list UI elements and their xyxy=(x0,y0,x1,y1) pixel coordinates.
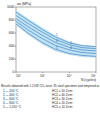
y-tick-label: 0 xyxy=(13,70,15,74)
plot-frame xyxy=(16,7,96,72)
x-tick-label: 10⁵ xyxy=(40,74,46,78)
y-tick-label: 1000 xyxy=(7,5,15,9)
series-label: 5 xyxy=(56,46,58,50)
x-tick-label: 10⁶ xyxy=(67,74,73,78)
y-axis-label: σa (MPa) xyxy=(17,2,31,6)
y-tick xyxy=(15,72,16,73)
series-line xyxy=(16,21,96,53)
y-tick xyxy=(15,59,16,60)
chart: 0200400600800100010⁴10⁵10⁶10⁷σa (MPa)N (… xyxy=(0,0,100,123)
note: Results obtained with 1.2 kW CO₂ laser, … xyxy=(1,84,99,88)
y-tick xyxy=(15,20,16,21)
series-label: 3 xyxy=(56,39,58,43)
series-line xyxy=(16,19,96,51)
series-label: 1 xyxy=(56,33,58,37)
y-tick xyxy=(15,7,16,8)
note-table-cell: 5 — 1,050 °C xyxy=(3,105,22,109)
y-tick-label: 400 xyxy=(9,44,15,48)
plot-marks xyxy=(16,10,96,57)
series-line xyxy=(16,15,96,48)
series-line xyxy=(16,12,96,46)
y-tick-label: 200 xyxy=(9,57,15,61)
y-tick xyxy=(15,33,16,34)
y-tick xyxy=(15,46,16,47)
scatter-band xyxy=(16,10,96,57)
series-line xyxy=(16,24,96,57)
series-label: 2 xyxy=(70,41,72,45)
series-label: 4 xyxy=(70,46,72,50)
y-tick-label: 600 xyxy=(9,31,15,35)
y-tick-label: 800 xyxy=(9,18,15,22)
x-axis-label: N (cycles) xyxy=(81,78,96,82)
x-tick-label: 10⁴ xyxy=(16,74,22,78)
note-table-cell: HC5 = 10 J/cm² xyxy=(52,105,73,109)
